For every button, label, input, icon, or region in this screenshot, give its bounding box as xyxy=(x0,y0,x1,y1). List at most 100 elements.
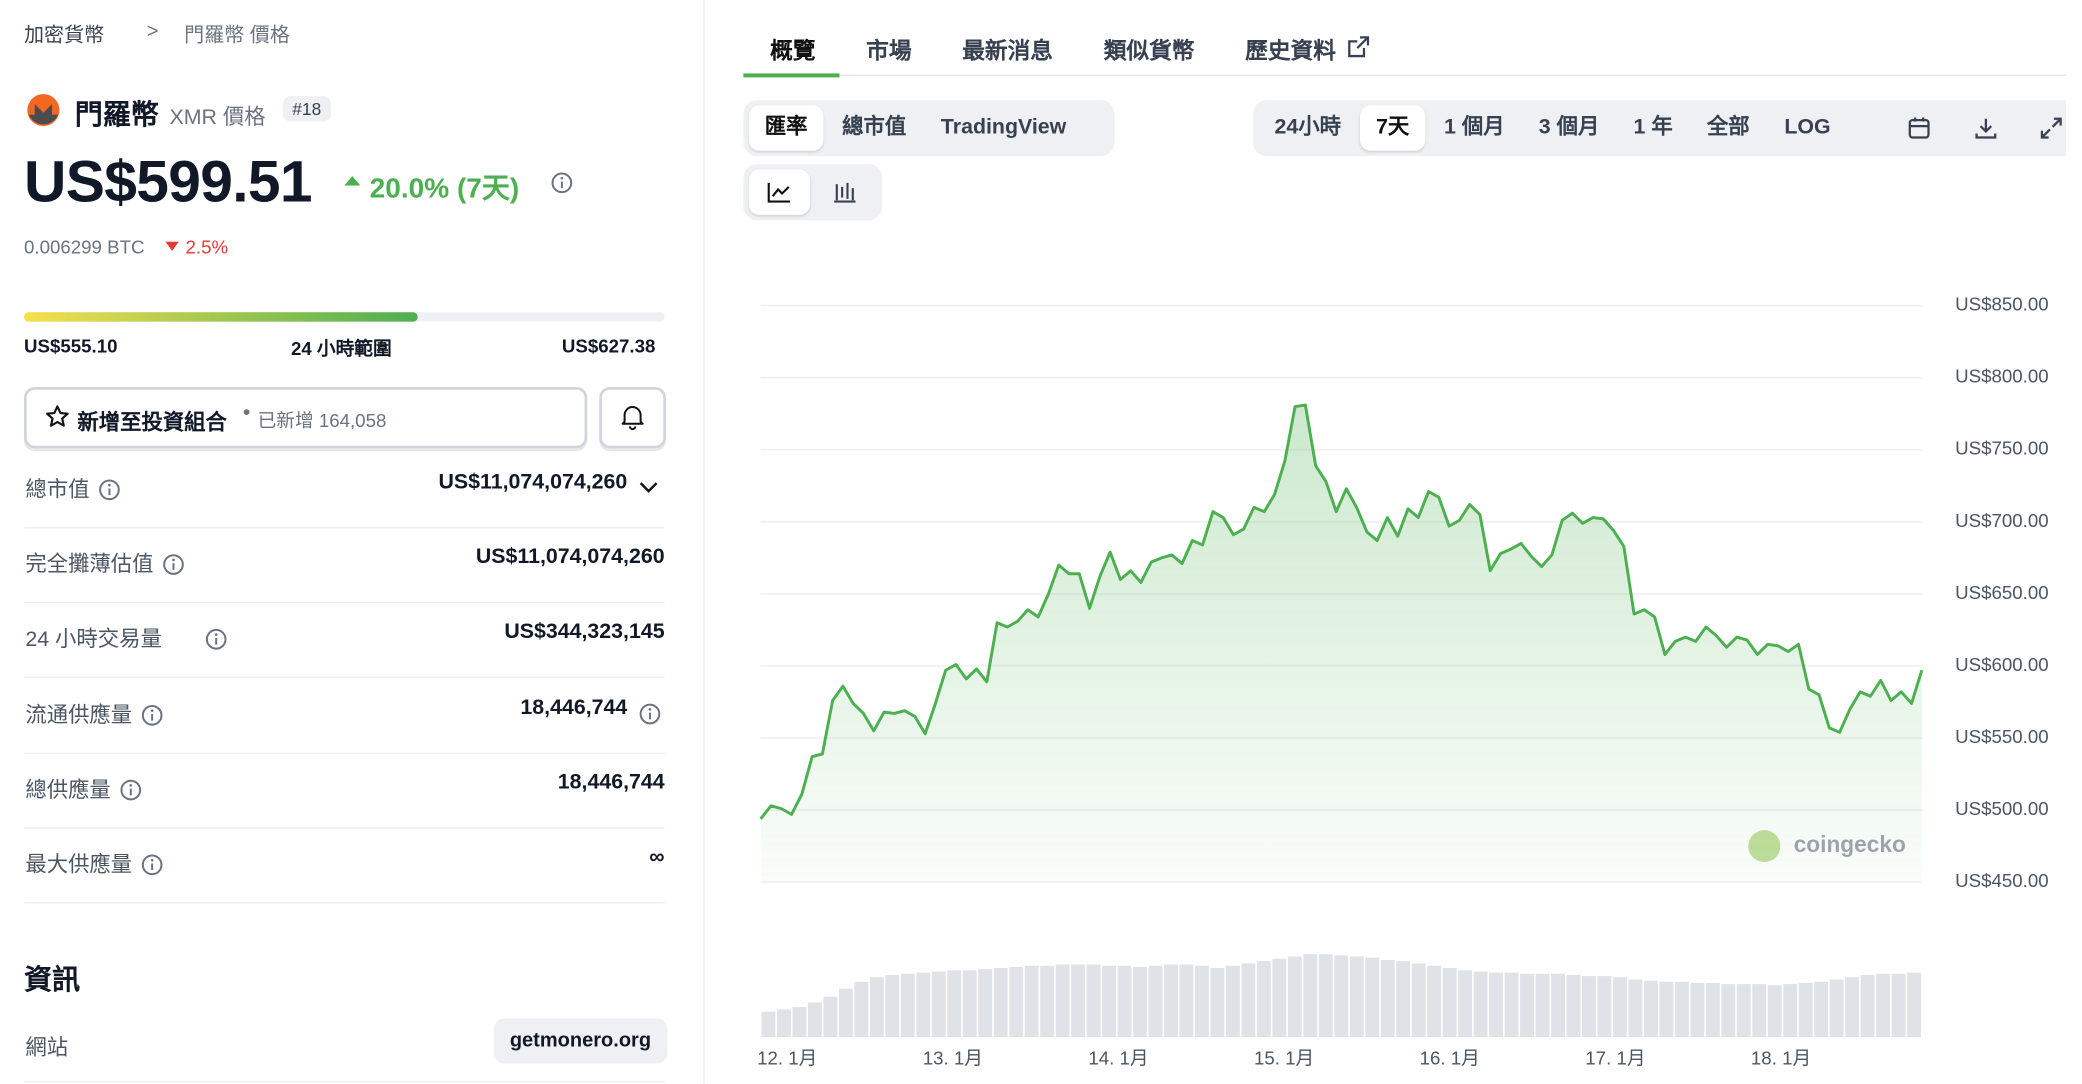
volume-bar xyxy=(854,981,869,1037)
volume-bar xyxy=(1256,961,1271,1037)
stat-label: 總供應量 xyxy=(25,779,111,802)
info-icon[interactable] xyxy=(161,553,185,577)
volume-bar xyxy=(869,977,884,1037)
stat-row: 完全攤薄估值 US$11,074,074,260 xyxy=(24,527,665,604)
range-toggle[interactable]: 1 年 xyxy=(1633,116,1673,139)
volume-bar xyxy=(1891,973,1906,1037)
download-icon[interactable] xyxy=(1974,116,1998,140)
volume-bar xyxy=(1582,976,1596,1037)
range-fill xyxy=(24,312,418,322)
info-icon[interactable] xyxy=(638,701,662,725)
stat-value: ∞ xyxy=(649,846,665,869)
volume-bar xyxy=(1520,973,1534,1037)
mode-toggle[interactable]: 匯率 xyxy=(748,105,824,151)
volume-bar xyxy=(1225,965,1240,1037)
stat-label: 總市值 xyxy=(25,479,90,502)
y-tick-label: US$750.00 xyxy=(1955,438,2048,459)
range-high: US$627.38 xyxy=(561,334,656,357)
info-icon[interactable] xyxy=(140,703,164,727)
volume-bar xyxy=(1195,965,1209,1037)
watermark: coingecko xyxy=(1794,831,1906,857)
volume-bar xyxy=(777,1009,791,1037)
price: US$599.51 xyxy=(24,149,313,215)
tab[interactable]: 市場 xyxy=(866,38,912,65)
alert-button[interactable] xyxy=(599,387,666,449)
volume-bar xyxy=(1798,982,1813,1037)
portfolio-button[interactable]: 新增至投資組合 • 已新增 164,058 xyxy=(24,387,588,449)
volume-bar xyxy=(1907,972,1922,1037)
info-icon[interactable] xyxy=(140,853,164,877)
y-tick-label: US$850.00 xyxy=(1955,294,2048,315)
calendar-icon[interactable] xyxy=(1907,116,1931,140)
range-toggle[interactable]: LOG xyxy=(1784,116,1831,139)
volume-bar xyxy=(1365,957,1380,1037)
tabs-border xyxy=(743,74,2066,77)
volume-bar xyxy=(1318,954,1333,1037)
mode-toggle[interactable]: TradingView xyxy=(940,116,1067,139)
range-toggle[interactable]: 3 個月 xyxy=(1538,116,1600,139)
range-toggle[interactable]: 全部 xyxy=(1706,116,1750,139)
breadcrumb-root[interactable]: 加密貨幣 xyxy=(24,24,105,47)
tab[interactable]: 最新消息 xyxy=(962,38,1053,65)
fullscreen-icon[interactable] xyxy=(2039,116,2063,140)
y-tick-label: US$800.00 xyxy=(1955,366,2048,387)
watermark-logo xyxy=(1748,830,1781,863)
external-icon xyxy=(1348,36,1370,58)
info-icon[interactable] xyxy=(97,478,121,502)
btc-change: 2.5% xyxy=(185,236,229,258)
coin-symbol: XMR 價格 xyxy=(169,106,266,130)
info-icon[interactable] xyxy=(204,628,228,652)
stat-value: 18,446,744 xyxy=(520,696,628,719)
x-tick-label: 15. 1月 xyxy=(1254,1048,1314,1069)
range-track xyxy=(24,312,665,322)
volume-bar xyxy=(1814,981,1829,1037)
volume-bar xyxy=(1504,972,1519,1037)
volume-bar xyxy=(900,973,915,1037)
volume-bar xyxy=(823,996,838,1037)
portfolio-label: 新增至投資組合 xyxy=(77,412,227,436)
coin-rank: #18 xyxy=(282,96,331,122)
y-tick-label: US$600.00 xyxy=(1955,654,2048,675)
volume-bar xyxy=(1210,968,1225,1037)
y-tick-label: US$550.00 xyxy=(1955,726,2048,747)
range-label: 24 小時範圍 xyxy=(290,337,392,360)
range-toggle[interactable]: 1 個月 xyxy=(1444,116,1505,139)
website-link[interactable]: getmonero.org xyxy=(493,1018,668,1064)
star-icon xyxy=(46,405,69,427)
volume-bar xyxy=(1442,968,1457,1037)
x-tick-label: 12. 1月 xyxy=(757,1048,817,1069)
mode-toggle[interactable]: 總市值 xyxy=(842,116,907,139)
x-tick-label: 13. 1月 xyxy=(923,1048,983,1069)
website-label: 網站 xyxy=(25,1036,69,1060)
volume-bar xyxy=(1117,965,1132,1037)
volume-bar xyxy=(1643,980,1658,1037)
range-toggle[interactable]: 7天 xyxy=(1359,105,1426,151)
stat-row: 流通供應量 18,446,744 xyxy=(24,677,665,754)
y-tick-label: US$700.00 xyxy=(1955,510,2048,531)
info-icon[interactable] xyxy=(550,171,574,195)
x-tick-label: 17. 1月 xyxy=(1585,1048,1645,1069)
chevron-icon[interactable] xyxy=(638,480,659,493)
range-toggle[interactable]: 24小時 xyxy=(1274,116,1342,139)
volume-bar xyxy=(1009,966,1024,1037)
tab[interactable]: 概覽 xyxy=(770,38,816,65)
volume-bar xyxy=(1721,984,1736,1037)
candle-icon[interactable] xyxy=(833,182,857,203)
volume-bar xyxy=(1845,977,1860,1037)
volume-bar xyxy=(947,970,962,1037)
info-icon[interactable] xyxy=(119,778,143,802)
line-toggle[interactable] xyxy=(748,169,811,215)
volume-bar xyxy=(1055,964,1070,1037)
volume-bar xyxy=(761,1011,776,1037)
tab[interactable]: 歷史資料 xyxy=(1245,38,1336,65)
breadcrumb-current: 門羅幣 價格 xyxy=(184,24,290,47)
stat-row: 24 小時交易量 US$344,323,145 xyxy=(24,602,665,679)
volume-bar xyxy=(807,1002,822,1037)
volume-bar xyxy=(1783,984,1798,1037)
volume-bar xyxy=(1535,973,1550,1037)
tab[interactable]: 類似貨幣 xyxy=(1103,38,1195,65)
volume-bar xyxy=(1071,964,1086,1037)
coin-logo xyxy=(27,94,60,127)
down-arrow xyxy=(165,241,179,251)
